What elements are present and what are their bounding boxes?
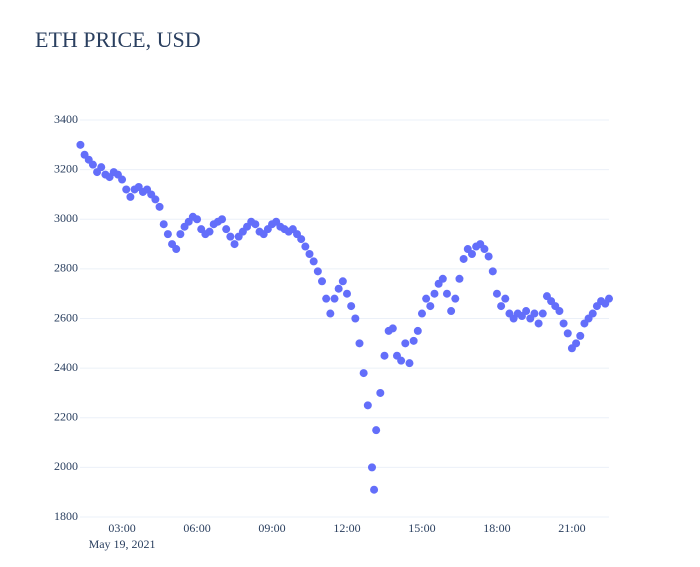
point [401,339,410,348]
chart-title: ETH PRICE, USD [35,27,201,52]
point [488,267,497,276]
point [251,220,260,229]
point [563,329,572,338]
point [342,289,351,298]
point [422,294,431,303]
x-tick-label: 03:00 [108,521,135,535]
point [218,215,227,224]
point [151,195,160,204]
point [522,307,531,316]
point [370,485,379,494]
point [534,319,543,328]
point [297,235,306,244]
point [367,463,376,472]
point [497,302,506,311]
point [417,309,426,318]
point [318,277,327,286]
y-tick-label: 2800 [54,261,78,275]
point [588,309,597,318]
x-tick-label: 18:00 [483,521,510,535]
point [163,230,172,239]
point [559,319,568,328]
point [455,274,464,283]
x-date-label: May 19, 2021 [89,537,156,551]
x-tick-label: 09:00 [258,521,285,535]
point [313,267,322,276]
point [155,202,164,211]
point [451,294,460,303]
point [88,160,97,169]
point [397,356,406,365]
point [426,302,435,311]
point [205,227,214,236]
point [126,192,135,201]
point [230,240,239,249]
point [438,274,447,283]
point [363,401,372,410]
point [118,175,127,184]
point [380,351,389,360]
point [122,185,131,194]
point [442,289,451,298]
point [222,225,231,234]
point [372,426,381,435]
y-tick-label: 1800 [54,509,78,523]
point [430,289,439,298]
y-tick-label: 2200 [54,410,78,424]
point [447,307,456,316]
x-tick-label: 12:00 [333,521,360,535]
point [338,277,347,286]
point [359,369,368,378]
point [605,294,613,303]
point [326,309,335,318]
point [405,359,414,368]
point [459,254,468,263]
point [76,140,85,149]
point [409,336,418,345]
y-tick-label: 3200 [54,161,78,175]
x-tick-label: 15:00 [408,521,435,535]
point [572,339,581,348]
point [576,331,585,340]
point [301,242,310,251]
x-tick-label: 06:00 [183,521,210,535]
y-tick-label: 2000 [54,459,78,473]
y-tick-label: 3000 [54,211,78,225]
x-tick-label: 21:00 [558,521,585,535]
grid [80,119,609,518]
y-tick-label: 2600 [54,310,78,324]
markers [76,140,613,494]
point [330,294,339,303]
point [538,309,547,318]
point [480,245,489,254]
point [492,289,501,298]
point [484,252,493,261]
point [226,232,235,241]
point [309,257,318,266]
point [176,230,185,239]
point [413,326,422,335]
point [501,294,510,303]
point [530,309,539,318]
point [305,249,314,258]
point [467,249,476,258]
point [376,388,385,397]
point [172,245,181,254]
point [347,302,356,311]
y-tick-label: 2400 [54,360,78,374]
point [334,284,343,293]
point [388,324,397,333]
point [97,163,106,172]
point [555,307,564,316]
point [322,294,331,303]
point [193,215,202,224]
point [355,339,364,348]
y-tick-label: 3400 [54,112,78,126]
point [159,220,168,229]
point [351,314,360,323]
